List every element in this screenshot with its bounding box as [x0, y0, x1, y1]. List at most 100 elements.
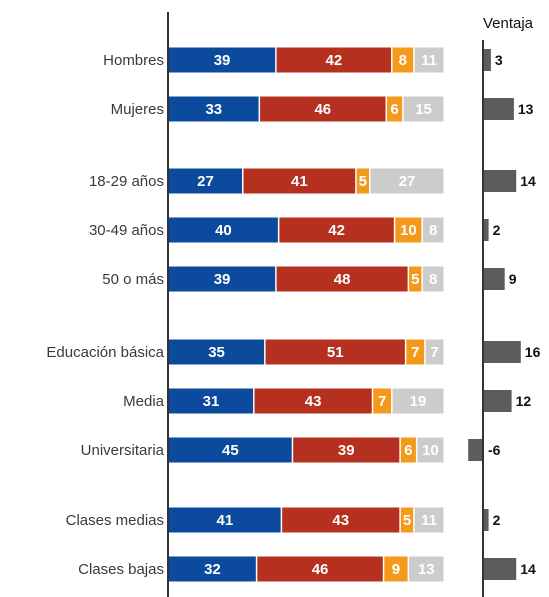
bar-segment — [425, 339, 444, 365]
category-label: Media — [123, 393, 165, 410]
bar-value-label: 42 — [328, 222, 345, 239]
bar-value-label: 10 — [422, 442, 439, 459]
advantage-value-label: 2 — [493, 512, 501, 528]
bar-segment — [422, 266, 444, 292]
bar-value-label: 6 — [404, 442, 412, 459]
category-label: Educación básica — [46, 344, 164, 361]
bar-segment — [243, 168, 356, 194]
bar-value-label: 35 — [208, 344, 225, 361]
bar-value-label: 8 — [429, 222, 437, 239]
bar-segment — [169, 168, 243, 194]
advantage-bar — [484, 341, 521, 363]
advantage-bar — [484, 268, 505, 290]
bar-segment — [169, 556, 256, 582]
bar-segment — [392, 388, 444, 414]
bar-segment — [282, 507, 400, 533]
bar-value-label: 32 — [204, 561, 221, 578]
bar-segment — [384, 556, 408, 582]
bar-value-label: 15 — [415, 101, 432, 118]
bar-segment — [414, 507, 444, 533]
bar-segment — [409, 556, 444, 582]
advantage-value-label: -6 — [488, 442, 501, 458]
bar-value-label: 19 — [410, 393, 427, 410]
bar-value-label: 39 — [338, 442, 355, 459]
advantage-value-label: 13 — [518, 101, 534, 117]
bar-value-label: 43 — [332, 512, 349, 529]
advantage-bar — [484, 170, 517, 192]
bar-segment — [417, 437, 444, 463]
bar-value-label: 7 — [411, 344, 419, 361]
bar-segment — [373, 388, 392, 414]
bar-value-label: 8 — [429, 271, 437, 288]
bar-value-label: 5 — [403, 512, 411, 529]
advantage-bar — [484, 558, 517, 580]
bar-value-label: 7 — [378, 393, 386, 410]
bar-segment — [257, 556, 383, 582]
advantage-value-label: 14 — [520, 173, 536, 189]
bar-value-label: 48 — [334, 271, 351, 288]
bar-value-label: 39 — [214, 52, 231, 69]
advantage-bar — [484, 98, 514, 120]
bar-segment — [422, 217, 444, 243]
category-label: Clases medias — [66, 512, 164, 529]
bar-segment — [276, 47, 392, 73]
bar-segment — [392, 47, 414, 73]
bar-segment — [409, 266, 422, 292]
bar-value-label: 43 — [305, 393, 322, 410]
bar-segment — [279, 217, 394, 243]
bar-value-label: 11 — [421, 52, 437, 69]
category-label: Clases bajas — [78, 561, 164, 578]
bar-segment — [276, 266, 408, 292]
bar-segment — [254, 388, 372, 414]
advantage-value-label: 9 — [509, 271, 517, 287]
bar-value-label: 11 — [421, 512, 437, 529]
bar-value-label: 41 — [291, 173, 308, 190]
bar-value-label: 33 — [205, 101, 222, 118]
bar-segment — [169, 96, 259, 122]
advantage-bar — [484, 49, 491, 71]
bar-value-label: 13 — [418, 561, 435, 578]
category-label: Hombres — [103, 52, 164, 69]
bar-value-label: 5 — [411, 271, 419, 288]
bar-segment — [169, 507, 281, 533]
category-label: Mujeres — [111, 101, 164, 118]
bar-value-label: 7 — [430, 344, 438, 361]
bar-value-label: 31 — [203, 393, 220, 410]
bar-value-label: 42 — [326, 52, 343, 69]
bar-segment — [169, 339, 265, 365]
advantage-value-label: 16 — [525, 344, 541, 360]
bar-segment — [169, 217, 278, 243]
bar-segment — [400, 437, 416, 463]
bar-segment — [403, 96, 444, 122]
advantage-bar — [484, 509, 489, 531]
bar-segment — [293, 437, 400, 463]
category-label: Universitaria — [81, 442, 165, 459]
category-label: 50 o más — [102, 271, 164, 288]
chart-rows: Hombres 39 42 8 11 3 Mujeres 33 46 6 15 13 18-29 año… — [46, 47, 541, 582]
advantage-bar — [484, 390, 512, 412]
advantage-bar — [484, 219, 489, 241]
category-label: 30-49 años — [89, 222, 164, 239]
bar-value-label: 6 — [390, 101, 398, 118]
bar-segment — [169, 388, 254, 414]
bar-value-label: 45 — [222, 442, 239, 459]
category-label: 18-29 años — [89, 173, 164, 190]
bar-value-label: 46 — [312, 561, 329, 578]
bar-value-label: 8 — [399, 52, 407, 69]
bar-segment — [265, 339, 405, 365]
advantage-value-label: 3 — [495, 52, 503, 68]
bar-segment — [260, 96, 386, 122]
advantage-value-label: 12 — [516, 393, 532, 409]
bar-segment — [169, 437, 292, 463]
bar-segment — [406, 339, 425, 365]
bar-value-label: 46 — [314, 101, 331, 118]
bar-segment — [414, 47, 444, 73]
bar-value-label: 5 — [359, 173, 367, 190]
advantage-value-label: 14 — [520, 561, 536, 577]
bar-segment — [395, 217, 422, 243]
bar-segment — [169, 266, 276, 292]
bar-segment — [356, 168, 369, 194]
bar-value-label: 39 — [214, 271, 231, 288]
bar-segment — [387, 96, 403, 122]
